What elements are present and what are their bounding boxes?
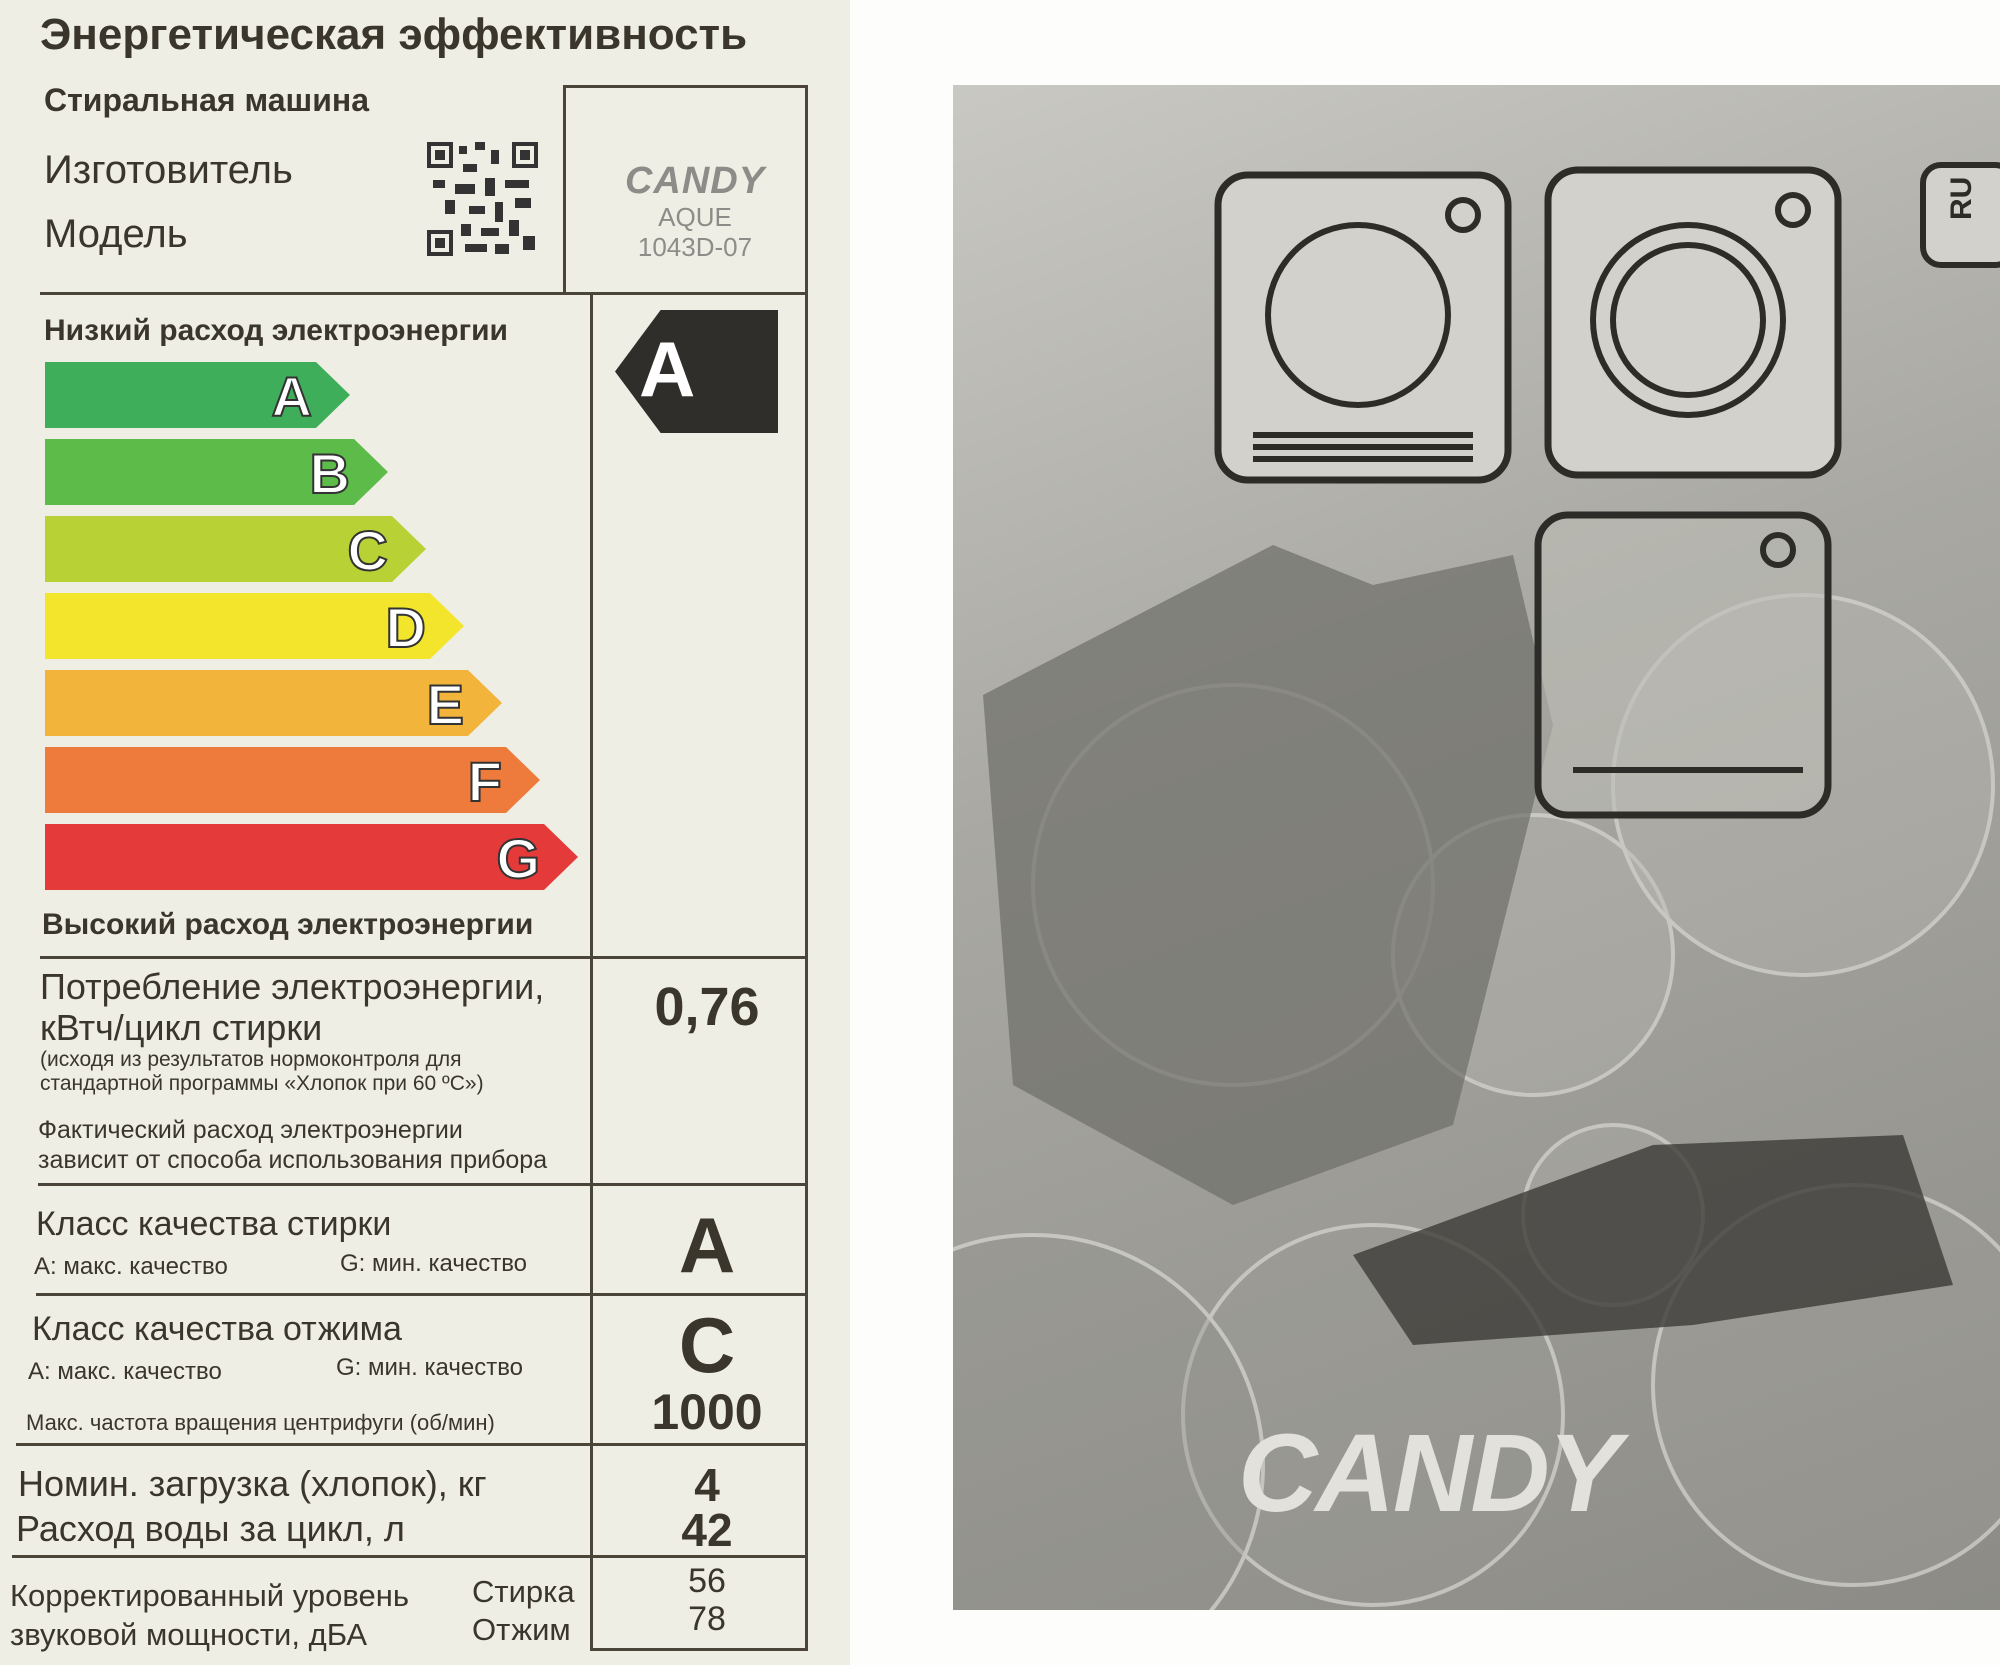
manufacturer-label: Изготовитель: [44, 148, 293, 192]
energy-bar-e: E: [45, 670, 502, 736]
divider: [38, 1183, 808, 1186]
energy-bar-letter: F: [467, 749, 503, 813]
model-line1: AQUE: [658, 202, 732, 232]
spin-speed-label: Макс. частота вращения центрифуги (об/ми…: [26, 1410, 495, 1435]
consumption-value: 0,76: [654, 977, 760, 1037]
consumption-title: Потребление электроэнергии,: [40, 966, 545, 1007]
divider: [16, 1443, 808, 1446]
spin-speed-value: 1000: [651, 1384, 763, 1440]
energy-class-indicator: A: [615, 310, 778, 433]
energy-bar-letter: B: [309, 441, 351, 505]
divider: [40, 292, 808, 295]
energy-bar-letter: C: [347, 518, 389, 582]
actual-consumption-note: зависит от способа использования прибора: [38, 1146, 548, 1174]
brand-logo: CANDY: [624, 160, 766, 202]
water-value: 42: [681, 1504, 733, 1556]
low-consumption-label: Низкий расход электроэнергии: [44, 314, 509, 347]
model-line2: 1043D-07: [637, 232, 753, 262]
energy-bar-letter: G: [495, 826, 541, 890]
noise-spin-label: Отжим: [472, 1612, 571, 1647]
energy-bar-a: A: [45, 362, 350, 428]
cover-illustration: [953, 162, 2000, 1610]
model-label: Модель: [44, 212, 188, 256]
spin-class-max: A: макс. качество: [28, 1358, 222, 1385]
shirt-shape: [983, 545, 1553, 1205]
wash-class-value: A: [678, 1201, 736, 1289]
divider: [40, 956, 808, 959]
wash-class-title: Класс качества стирки: [36, 1205, 392, 1243]
energy-bar-b: B: [45, 439, 388, 505]
appliance-type: Стиральная машина: [44, 82, 369, 118]
consumption-note: (исходя из результатов нормоконтроля для: [40, 1048, 462, 1071]
water-label: Расход воды за цикл, л: [16, 1508, 405, 1549]
washer-icon: [1534, 511, 1832, 819]
divider: [12, 1555, 808, 1558]
energy-bar-g: G: [45, 824, 578, 890]
wash-class-max: A: макс. качество: [34, 1253, 228, 1280]
spin-class-min: G: мин. качество: [336, 1354, 524, 1381]
label-title: Энергетическая эффективность: [40, 10, 748, 59]
divider: [563, 85, 808, 88]
energy-bar-letter: E: [426, 672, 465, 736]
manual-cover: RU CANDY: [953, 85, 2000, 1610]
noise-spin-value: 78: [688, 1600, 726, 1638]
energy-bar-d: D: [45, 593, 464, 659]
noise-label: звуковой мощности, дБА: [10, 1617, 368, 1652]
divider: [590, 1648, 808, 1651]
load-value: 4: [694, 1459, 720, 1511]
noise-wash-value: 56: [688, 1562, 726, 1600]
high-consumption-label: Высокий расход электроэнергии: [42, 908, 534, 941]
language-tab[interactable]: [1920, 162, 2000, 268]
actual-consumption-note: Фактический расход электроэнергии: [38, 1116, 463, 1144]
load-label: Номин. загрузка (хлопок), кг: [18, 1463, 487, 1504]
cloth-shape: [1353, 1135, 1953, 1345]
noise-label: Корректированный уровень: [10, 1578, 410, 1613]
consumption-unit: кВтч/цикл стирки: [40, 1007, 323, 1048]
energy-bar-c: C: [45, 516, 426, 582]
manual-brand-logo: CANDY: [1238, 1412, 1621, 1535]
divider: [563, 85, 566, 292]
wash-class-min: G: мин. качество: [340, 1250, 528, 1277]
energy-bar-f: F: [45, 747, 540, 813]
energy-label: Энергетическая эффективность Стиральная …: [0, 0, 850, 1665]
spin-class-title: Класс качества отжима: [32, 1310, 402, 1348]
energy-bar-letter: D: [385, 595, 427, 659]
energy-class-letter: A: [639, 325, 696, 413]
washer-icon: [1544, 166, 1842, 479]
divider: [36, 1293, 808, 1296]
qr-code-icon: [425, 140, 540, 258]
spin-class-value: C: [678, 1301, 736, 1389]
consumption-note: стандартной программы «Хлопок при 60 ºC»…: [40, 1072, 484, 1095]
divider: [805, 85, 808, 1650]
divider: [590, 292, 593, 1650]
language-tab-label: RU: [1945, 176, 1978, 220]
noise-wash-label: Стирка: [472, 1574, 575, 1609]
energy-bar-letter: A: [271, 364, 313, 428]
